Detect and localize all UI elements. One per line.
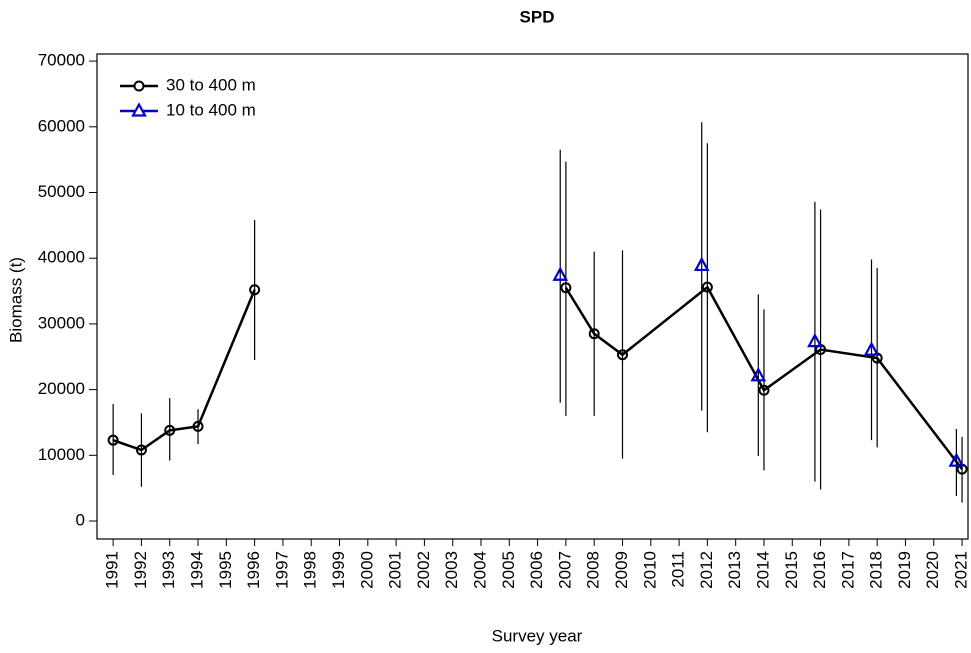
y-tick-label: 0 xyxy=(76,510,85,529)
x-tick-label: 2016 xyxy=(810,551,829,589)
point xyxy=(616,349,628,361)
point xyxy=(192,420,204,432)
point xyxy=(863,341,880,356)
x-tick-label: 2002 xyxy=(414,551,433,589)
x-tick-label: 2007 xyxy=(555,551,574,589)
plot-frame xyxy=(96,53,969,540)
point xyxy=(758,384,770,396)
point xyxy=(588,328,600,340)
legend-marker xyxy=(131,102,147,117)
x-tick-label: 2003 xyxy=(442,551,461,589)
point xyxy=(948,452,965,467)
point xyxy=(249,284,261,296)
x-tick-label: 1994 xyxy=(188,551,207,589)
y-tick-label: 40000 xyxy=(38,248,85,267)
legend-marker xyxy=(133,80,145,92)
x-tick-label: 2010 xyxy=(640,551,659,589)
y-tick-label: 10000 xyxy=(38,445,85,464)
x-tick-label: 1995 xyxy=(216,551,235,589)
x-tick-label: 1998 xyxy=(301,551,320,589)
y-axis-label: Biomass (t) xyxy=(6,257,25,343)
x-tick-label: 2005 xyxy=(499,551,518,589)
x-tick-label: 2015 xyxy=(782,551,801,589)
x-tick-label: 2020 xyxy=(923,551,942,589)
y-tick-label: 60000 xyxy=(38,116,85,135)
x-tick-label: 2000 xyxy=(357,551,376,589)
x-tick-label: 2012 xyxy=(697,551,716,589)
x-tick-label: 2018 xyxy=(867,551,886,589)
y-tick-label: 30000 xyxy=(38,313,85,332)
point xyxy=(701,281,713,293)
x-tick-label: 2021 xyxy=(952,551,971,589)
x-tick-label: 2019 xyxy=(895,551,914,589)
series-line xyxy=(112,285,964,470)
y-tick-label: 20000 xyxy=(38,379,85,398)
x-tick-label: 2014 xyxy=(753,551,772,589)
point xyxy=(807,332,823,348)
x-tick-label: 1999 xyxy=(329,551,348,589)
legend-label: 30 to 400 m xyxy=(166,75,256,94)
x-tick-label: 2001 xyxy=(386,551,405,589)
x-tick-label: 1992 xyxy=(131,551,150,589)
chart-title: SPD xyxy=(520,7,555,26)
point xyxy=(164,424,176,436)
point xyxy=(560,282,572,294)
x-axis-label: Survey year xyxy=(492,626,583,645)
y-tick-label: 50000 xyxy=(38,182,85,201)
y-tick-label: 70000 xyxy=(38,51,85,70)
legend-label: 10 to 400 m xyxy=(166,100,256,119)
x-tick-label: 2009 xyxy=(612,551,631,589)
x-tick-label: 1991 xyxy=(103,551,122,589)
x-tick-label: 2004 xyxy=(470,551,489,589)
x-tick-label: 1997 xyxy=(272,551,291,589)
point xyxy=(107,434,119,446)
x-tick-label: 2017 xyxy=(838,551,857,589)
x-tick-label: 2013 xyxy=(725,551,744,589)
x-tick-label: 2006 xyxy=(527,551,546,589)
point xyxy=(135,444,147,456)
x-tick-label: 2011 xyxy=(669,551,688,588)
point xyxy=(693,256,710,272)
x-tick-label: 2008 xyxy=(584,551,603,589)
point xyxy=(552,266,569,281)
point xyxy=(750,367,767,382)
x-tick-label: 1996 xyxy=(244,551,263,589)
x-tick-label: 1993 xyxy=(159,551,178,589)
